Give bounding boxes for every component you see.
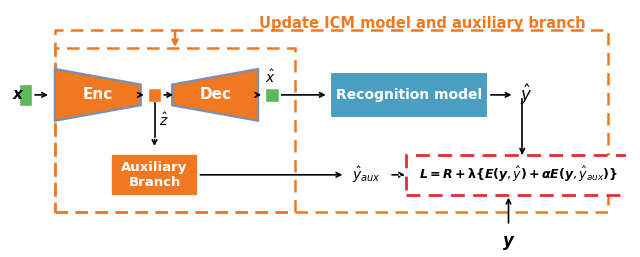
Bar — [55, 30, 608, 212]
Bar — [265, 88, 278, 102]
Text: Dec: Dec — [199, 87, 231, 102]
Text: Branch: Branch — [129, 176, 180, 189]
Text: $\hat{y}_{aux}$: $\hat{y}_{aux}$ — [352, 165, 381, 185]
Text: Update ICM model and auxiliary branch: Update ICM model and auxiliary branch — [259, 16, 586, 31]
Bar — [55, 48, 295, 212]
Text: Auxiliary: Auxiliary — [122, 161, 188, 174]
Bar — [111, 154, 198, 196]
Text: $\boldsymbol{x}$: $\boldsymbol{x}$ — [12, 87, 24, 102]
Text: $\hat{x}$: $\hat{x}$ — [264, 68, 275, 86]
Bar — [330, 72, 488, 118]
Polygon shape — [55, 69, 141, 121]
Text: Recognition model: Recognition model — [336, 88, 482, 102]
Bar — [148, 88, 161, 102]
Polygon shape — [172, 69, 258, 121]
Text: $\boldsymbol{y}$: $\boldsymbol{y}$ — [502, 234, 515, 252]
Text: Enc: Enc — [83, 87, 113, 102]
Bar — [406, 155, 631, 195]
Text: $\boldsymbol{L = R + \lambda\{E(y,\hat{y}) + \alpha E(y,\hat{y}_{aux})\}}$: $\boldsymbol{L = R + \lambda\{E(y,\hat{y… — [419, 165, 618, 184]
Text: $\hat{z}$: $\hat{z}$ — [159, 112, 169, 130]
Bar — [19, 84, 32, 106]
Text: $\hat{y}$: $\hat{y}$ — [520, 82, 532, 107]
